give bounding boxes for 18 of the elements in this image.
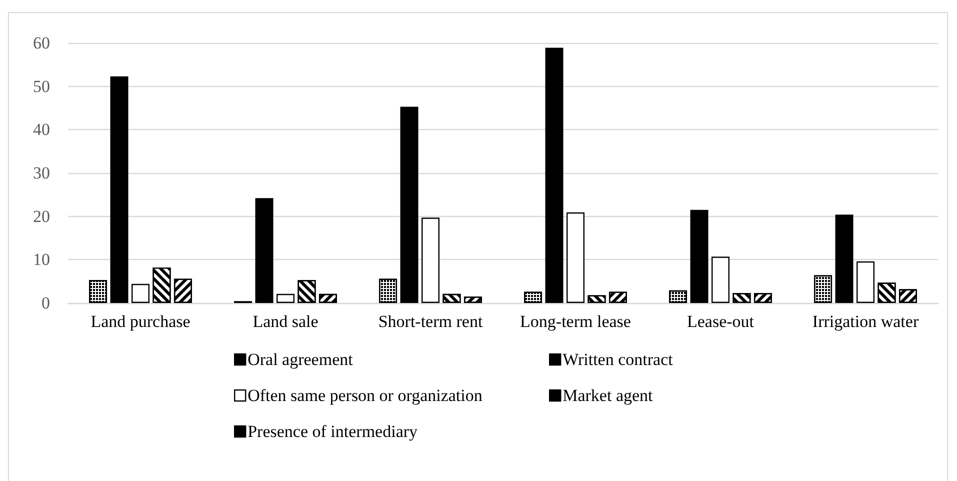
x-tick-label: Lease-out bbox=[686, 312, 754, 331]
y-tick-label: 20 bbox=[33, 206, 50, 226]
y-tick-label: 40 bbox=[33, 120, 50, 140]
x-tick-label: Land purchase bbox=[90, 312, 190, 331]
legend-label: Oral agreement bbox=[248, 350, 354, 369]
x-tick-label: Short-term rent bbox=[378, 312, 483, 331]
legend-label: Written contract bbox=[562, 350, 674, 369]
legend-label: Presence of intermediary bbox=[248, 422, 418, 441]
y-tick-label: 10 bbox=[33, 250, 50, 270]
legend-label: Often same person or organization bbox=[248, 386, 483, 405]
y-tick-label: 30 bbox=[33, 164, 50, 182]
x-tick-label: Land sale bbox=[252, 312, 318, 331]
y-tick-label: 0 bbox=[42, 294, 50, 312]
legend-label: Market agent bbox=[562, 386, 654, 405]
y-tick-label: 60 bbox=[33, 34, 50, 52]
x-tick-label: Irrigation water bbox=[812, 312, 919, 331]
y-tick-label: 50 bbox=[33, 76, 50, 96]
x-tick-label: Long-term lease bbox=[520, 312, 631, 331]
